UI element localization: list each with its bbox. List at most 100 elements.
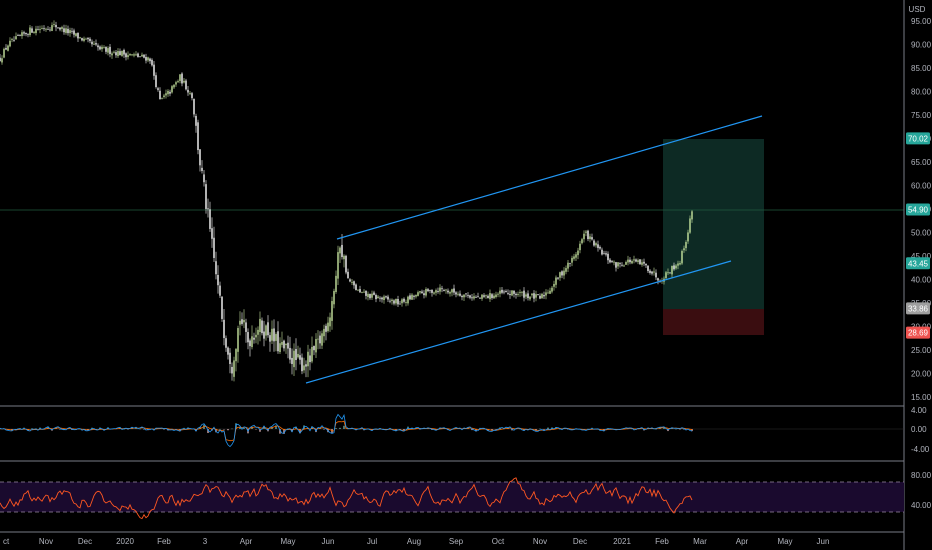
time-axis-label: Sep [449,537,464,546]
candle-body [335,275,337,292]
target-zone[interactable] [663,139,764,309]
candle-body [35,28,37,34]
candle-body [425,288,427,296]
candle-body [283,340,285,349]
candle-body [455,292,457,295]
candle-body [645,263,647,266]
candle-body [41,28,43,29]
candle-body [487,295,489,298]
candle-body [505,291,507,292]
candle-body [205,184,207,209]
candle-body [157,88,159,90]
time-axis-label: ct [3,537,10,546]
candle-body [389,300,391,302]
candle-body [553,283,555,287]
rsi-line [0,477,693,520]
rsi-scale[interactable]: 80.00 40.00 [911,471,932,510]
macd-histogram-bar [347,428,349,430]
candle-body [679,263,681,265]
channel-lower-line[interactable] [305,260,732,384]
candle-body [619,263,621,264]
stop-zone[interactable] [663,309,764,335]
macd-scale[interactable]: 4.00 0.00 -4.00 [911,406,930,454]
candle-body [213,237,215,258]
candle-body [647,265,649,272]
price-scale-label: 45.00 [911,252,932,261]
candle-body [181,73,183,84]
candle-body [605,253,607,255]
candle-body [639,259,641,265]
candle-body [691,211,693,220]
candle-body [485,295,487,297]
candle-body [309,355,311,363]
candle-body [351,282,353,283]
candle-body [193,98,195,115]
candle-body [149,58,151,62]
candle-body [549,290,551,294]
candle-body [319,335,321,344]
time-axis[interactable]: ct Nov Dec 2020 Feb 3 Apr May Jun Jul Aug Sep Oct Nov… [3,537,829,546]
channel-upper-line[interactable] [336,115,763,240]
macd-histogram-bar [223,429,225,430]
candle-body [345,255,347,273]
candle-body [289,347,291,360]
candle-body [353,281,355,286]
candle-body [63,28,65,33]
candle-body [459,293,461,296]
candle-body [385,296,387,298]
candle-body [241,319,243,324]
candle-body [501,289,503,293]
candle-body [675,265,677,269]
rsi-panel [0,477,693,520]
candle-body [191,93,193,99]
macd-histogram-bar [135,427,137,429]
candle-body [271,328,273,341]
candle-body [323,328,325,337]
macd-histogram-bar [227,429,229,431]
candle-body [53,24,55,25]
candle-body [479,297,481,299]
candle-body [541,293,543,299]
candle-body [585,231,587,233]
candle-body [395,298,397,304]
candle-body [493,295,495,299]
candle-body [503,291,505,293]
candle-body [369,293,371,299]
candle-body [327,322,329,332]
candle-body [563,270,565,276]
candle-body [69,30,71,34]
candle-body [251,336,253,348]
candle-body [629,259,631,263]
candle-body [307,351,309,367]
candle-body [489,293,491,300]
macd-histogram-bar [143,429,145,430]
macd-histogram-bar [399,429,401,430]
macd-histogram-bar [683,429,685,430]
candle-body [525,294,527,297]
candle-body [387,296,389,300]
candle-body [343,255,345,260]
candle-body [535,294,537,298]
price-scale-label: 15.00 [911,393,932,402]
macd-histogram-bar [495,429,497,430]
candle-body [649,270,651,273]
candle-body [155,75,157,88]
candle-body [79,37,81,39]
macd-panel [0,413,904,448]
candle-body [499,290,501,294]
candle-body [547,292,549,294]
candle-body [165,93,167,96]
price-scale-label: 40.00 [911,276,932,285]
candle-body [399,303,401,305]
macd-histogram-bar [655,428,657,430]
candle-body [415,294,417,297]
candle-body [583,233,585,240]
candle-body [291,357,293,364]
candle-body [219,285,221,296]
price-badge-text: 54.90 [908,205,929,214]
candle-body [643,261,645,264]
time-axis-label: May [280,537,295,546]
candle-body [21,32,23,37]
macd-histogram-bar [207,429,209,434]
